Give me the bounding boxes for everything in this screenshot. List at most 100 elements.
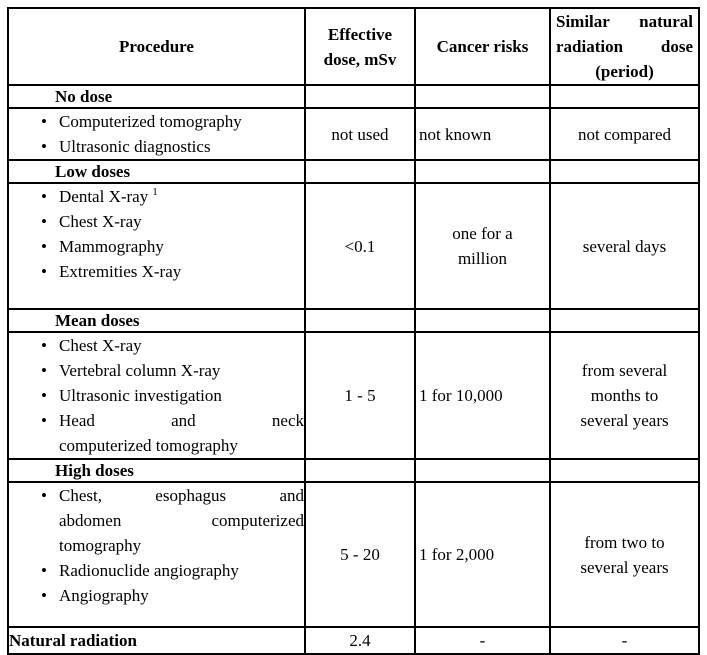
effective-dose-cell: 2.4 — [304, 626, 416, 655]
col-header-procedure: Procedure — [7, 7, 306, 86]
bullet-item: Mammography — [10, 234, 303, 259]
cancer-risk-cell: 1 for 2,000 — [414, 481, 551, 628]
procedure-item-line2: computerized tomography — [59, 436, 238, 455]
empty-cell — [304, 458, 416, 483]
procedure-cell: Computerized tomography Ultrasonic diagn… — [7, 107, 306, 161]
empty-cell — [549, 458, 700, 483]
bullet-icon — [37, 209, 51, 234]
cancer-risk-value: 1 for 10,000 — [419, 386, 503, 405]
band-cell: High doses — [7, 458, 306, 483]
section-label: Mean doses — [55, 311, 140, 330]
bullet-item: Computerized tomography — [10, 110, 303, 134]
footnote-marker: 1 — [152, 186, 158, 199]
section-band-no-dose: No dose — [7, 84, 700, 109]
bullet-icon — [37, 134, 51, 158]
section-row-no-dose: Computerized tomography Ultrasonic diagn… — [7, 107, 700, 161]
col-header-effective-dose-line1: Effective — [327, 24, 393, 44]
col-header-procedure-label: Procedure — [119, 37, 194, 56]
bullet-item: Ultrasonic investigation — [10, 383, 303, 408]
effective-dose-cell: <0.1 — [304, 182, 416, 310]
bullet-icon — [37, 259, 51, 284]
bullet-item: Chest, esophagus and abdomen computerize… — [10, 484, 304, 558]
bullet-icon — [37, 383, 51, 408]
cancer-risk-value-line1: one for a — [452, 224, 513, 243]
section-band-mean-doses: Mean doses — [7, 308, 700, 333]
section-label: Low doses — [55, 162, 131, 181]
bullet-item: Extremities X-ray — [10, 259, 303, 284]
period-cell: - — [549, 626, 700, 655]
bullet-icon — [37, 110, 51, 134]
natural-radiation-row: Natural radiation 2.4 - - — [7, 626, 700, 655]
period-value-line3: several years — [580, 411, 669, 430]
period-value: several days — [582, 236, 667, 256]
section-label: No dose — [55, 87, 113, 106]
radiation-dose-table: Procedure Effective dose, mSv Cancer ris… — [7, 7, 700, 655]
period-value-line1: from two to — [584, 532, 665, 552]
col-header-similar-line1: Similar natural — [556, 12, 693, 31]
table-header-row: Procedure Effective dose, mSv Cancer ris… — [7, 7, 700, 86]
cancer-risk-value-line2: million — [457, 249, 508, 268]
procedure-item-label: Extremities X-ray — [59, 262, 182, 281]
procedure-item-line2: abdomen computerized — [59, 511, 304, 530]
procedure-item-line1: Chest, esophagus and — [59, 486, 304, 505]
col-header-similar-line2: radiation dose — [556, 37, 693, 56]
period-cell: from several months to several years — [549, 331, 700, 460]
empty-cell — [304, 84, 416, 109]
bullet-item: Angiography — [10, 583, 303, 608]
bullet-item: Radionuclide angiography — [10, 558, 303, 583]
procedure-item-line1: Head and neck — [59, 411, 304, 430]
procedure-item-label: Chest X-ray — [59, 212, 142, 231]
col-header-effective-dose: Effective dose, mSv — [304, 7, 416, 86]
bullet-icon — [37, 558, 51, 583]
bullet-icon — [37, 185, 51, 209]
period-cell: not compared — [549, 107, 700, 161]
section-band-high-doses: High doses — [7, 458, 700, 483]
col-header-cancer-risks: Cancer risks — [414, 7, 551, 86]
procedure-item-label: Dental X-ray 1 — [59, 185, 303, 209]
bullet-icon — [37, 484, 51, 508]
col-header-similar-line3: (period) — [595, 62, 654, 81]
band-cell: No dose — [7, 84, 306, 109]
bullet-item: Head and neck computerized tomography — [10, 408, 304, 457]
effective-dose-cell: 1 - 5 — [304, 331, 416, 460]
bullet-icon — [37, 358, 51, 383]
bullet-icon — [37, 234, 51, 259]
band-cell: Low doses — [7, 159, 306, 184]
procedure-item-line3: tomography — [59, 536, 142, 555]
period-value: not compared — [578, 124, 671, 144]
empty-cell — [414, 159, 551, 184]
section-band-low-doses: Low doses — [7, 159, 700, 184]
period-value-line2: months to — [590, 386, 659, 405]
cancer-risk-cell: - — [414, 626, 551, 655]
procedure-item-text: Dental X-ray — [59, 187, 149, 206]
natural-radiation-label: Natural radiation — [7, 626, 306, 655]
procedure-item-label: Radionuclide angiography — [59, 561, 239, 580]
period-cell: from two to several years — [549, 481, 700, 628]
section-label: High doses — [55, 461, 134, 480]
col-header-cancer-risks-label: Cancer risks — [436, 37, 529, 56]
col-header-similar-natural: Similar natural radiation dose (period) — [549, 7, 700, 86]
bullet-item: Chest X-ray — [10, 209, 303, 234]
cancer-risk-value: 1 for 2,000 — [419, 545, 495, 564]
effective-dose-cell: 5 - 20 — [304, 481, 416, 628]
procedure-cell: Chest X-ray Vertebral column X-ray Ultra… — [7, 331, 306, 460]
bullet-icon — [37, 408, 51, 433]
empty-cell — [414, 308, 551, 333]
section-row-high-doses: Chest, esophagus and abdomen computerize… — [7, 481, 700, 628]
bullet-item: Ultrasonic diagnostics — [10, 134, 303, 158]
band-cell: Mean doses — [7, 308, 306, 333]
cancer-risk-cell: 1 for 10,000 — [414, 331, 551, 460]
procedure-item-label: Vertebral column X-ray — [59, 361, 221, 380]
col-header-effective-dose-line2: dose, mSv — [323, 49, 397, 69]
period-value-line1: from several — [581, 361, 668, 380]
period-cell: several days — [549, 182, 700, 310]
procedure-cell: Chest, esophagus and abdomen computerize… — [7, 481, 306, 628]
bullet-item: Chest X-ray — [10, 334, 303, 358]
empty-cell — [549, 159, 700, 184]
empty-cell — [549, 84, 700, 109]
cancer-risk-value: not known — [419, 124, 492, 144]
bullet-icon — [37, 334, 51, 358]
